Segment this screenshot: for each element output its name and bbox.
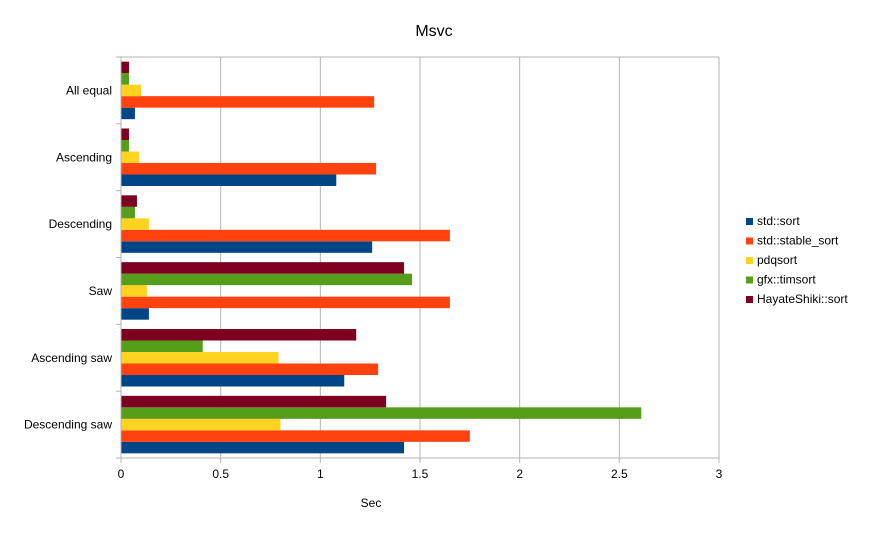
bar-hayateshiki-sort xyxy=(121,128,129,140)
legend-swatch xyxy=(746,237,753,245)
bar-gfx-timsort xyxy=(121,273,413,286)
bar-std-sort xyxy=(121,375,345,387)
x-tick-label: 1 xyxy=(317,467,324,481)
legend-item: HayateShiki::sort xyxy=(746,292,848,306)
bar-pdqsort xyxy=(121,84,141,97)
bar-gfx-timsort xyxy=(121,407,642,419)
bar-std-stable-sort xyxy=(121,229,450,242)
bar-std-sort xyxy=(121,174,337,186)
bar-hayateshiki-sort xyxy=(121,61,129,74)
bar-std-stable-sort xyxy=(121,363,379,375)
x-tick-label: 2.5 xyxy=(611,467,628,481)
bars xyxy=(121,61,642,454)
bar-hayateshiki-sort xyxy=(121,395,387,408)
bar-pdqsort xyxy=(121,151,139,163)
category-labels: All equal Ascending Descending Saw Ascending… xyxy=(24,83,112,431)
legend-swatch xyxy=(746,276,753,284)
bar-std-sort xyxy=(121,308,149,320)
category-label: Descending xyxy=(49,217,112,231)
legend-item: std::sort xyxy=(746,214,800,228)
legend-label: std::stable_sort xyxy=(757,234,839,248)
category-label: Saw xyxy=(89,284,113,298)
bar-pdqsort xyxy=(121,418,281,431)
bar-gfx-timsort xyxy=(121,206,135,219)
x-axis-label: Sec xyxy=(361,496,382,510)
legend-swatch xyxy=(746,218,753,225)
legend-label: std::sort xyxy=(757,214,800,228)
bar-gfx-timsort xyxy=(121,73,129,85)
bar-std-stable-sort xyxy=(121,96,375,108)
axes xyxy=(116,56,720,463)
bar-hayateshiki-sort xyxy=(121,195,137,207)
x-tick-labels: 0 0.5 1 1.5 2 2.5 3 xyxy=(118,467,723,481)
bar-pdqsort xyxy=(121,285,147,297)
category-label: Ascending saw xyxy=(31,351,112,365)
bar-pdqsort xyxy=(121,218,149,230)
chart-title: Msvc xyxy=(415,23,452,40)
bar-std-sort xyxy=(121,441,405,454)
bar-hayateshiki-sort xyxy=(121,329,357,341)
category-label: Ascending xyxy=(56,150,112,164)
legend-label: pdqsort xyxy=(757,253,798,267)
category-label: All equal xyxy=(66,83,112,97)
bar-std-sort xyxy=(121,241,373,253)
legend-label: gfx::timsort xyxy=(757,273,816,287)
bar-hayateshiki-sort xyxy=(121,262,405,274)
x-tick-label: 1.5 xyxy=(412,467,429,481)
legend-swatch xyxy=(746,257,753,264)
x-tick-label: 3 xyxy=(716,467,723,481)
bar-pdqsort xyxy=(121,352,279,364)
legend: std::sortstd::stable_sortpdqsortgfx::tim… xyxy=(746,214,848,306)
bar-gfx-timsort xyxy=(121,140,129,152)
legend-item: std::stable_sort xyxy=(746,234,839,248)
bar-std-stable-sort xyxy=(121,430,470,442)
x-tick-label: 2 xyxy=(516,467,523,481)
x-tick-label: 0 xyxy=(118,467,125,481)
legend-label: HayateShiki::sort xyxy=(757,292,848,306)
bar-std-sort xyxy=(121,107,135,120)
x-tick-label: 0.5 xyxy=(212,467,229,481)
legend-item: gfx::timsort xyxy=(746,273,816,287)
legend-swatch xyxy=(746,296,753,303)
grid-lines xyxy=(220,57,720,458)
bar-gfx-timsort xyxy=(121,340,203,352)
category-label: Descending saw xyxy=(24,418,112,432)
legend-item: pdqsort xyxy=(746,253,798,267)
bar-std-stable-sort xyxy=(121,163,377,175)
bar-std-stable-sort xyxy=(121,296,450,309)
